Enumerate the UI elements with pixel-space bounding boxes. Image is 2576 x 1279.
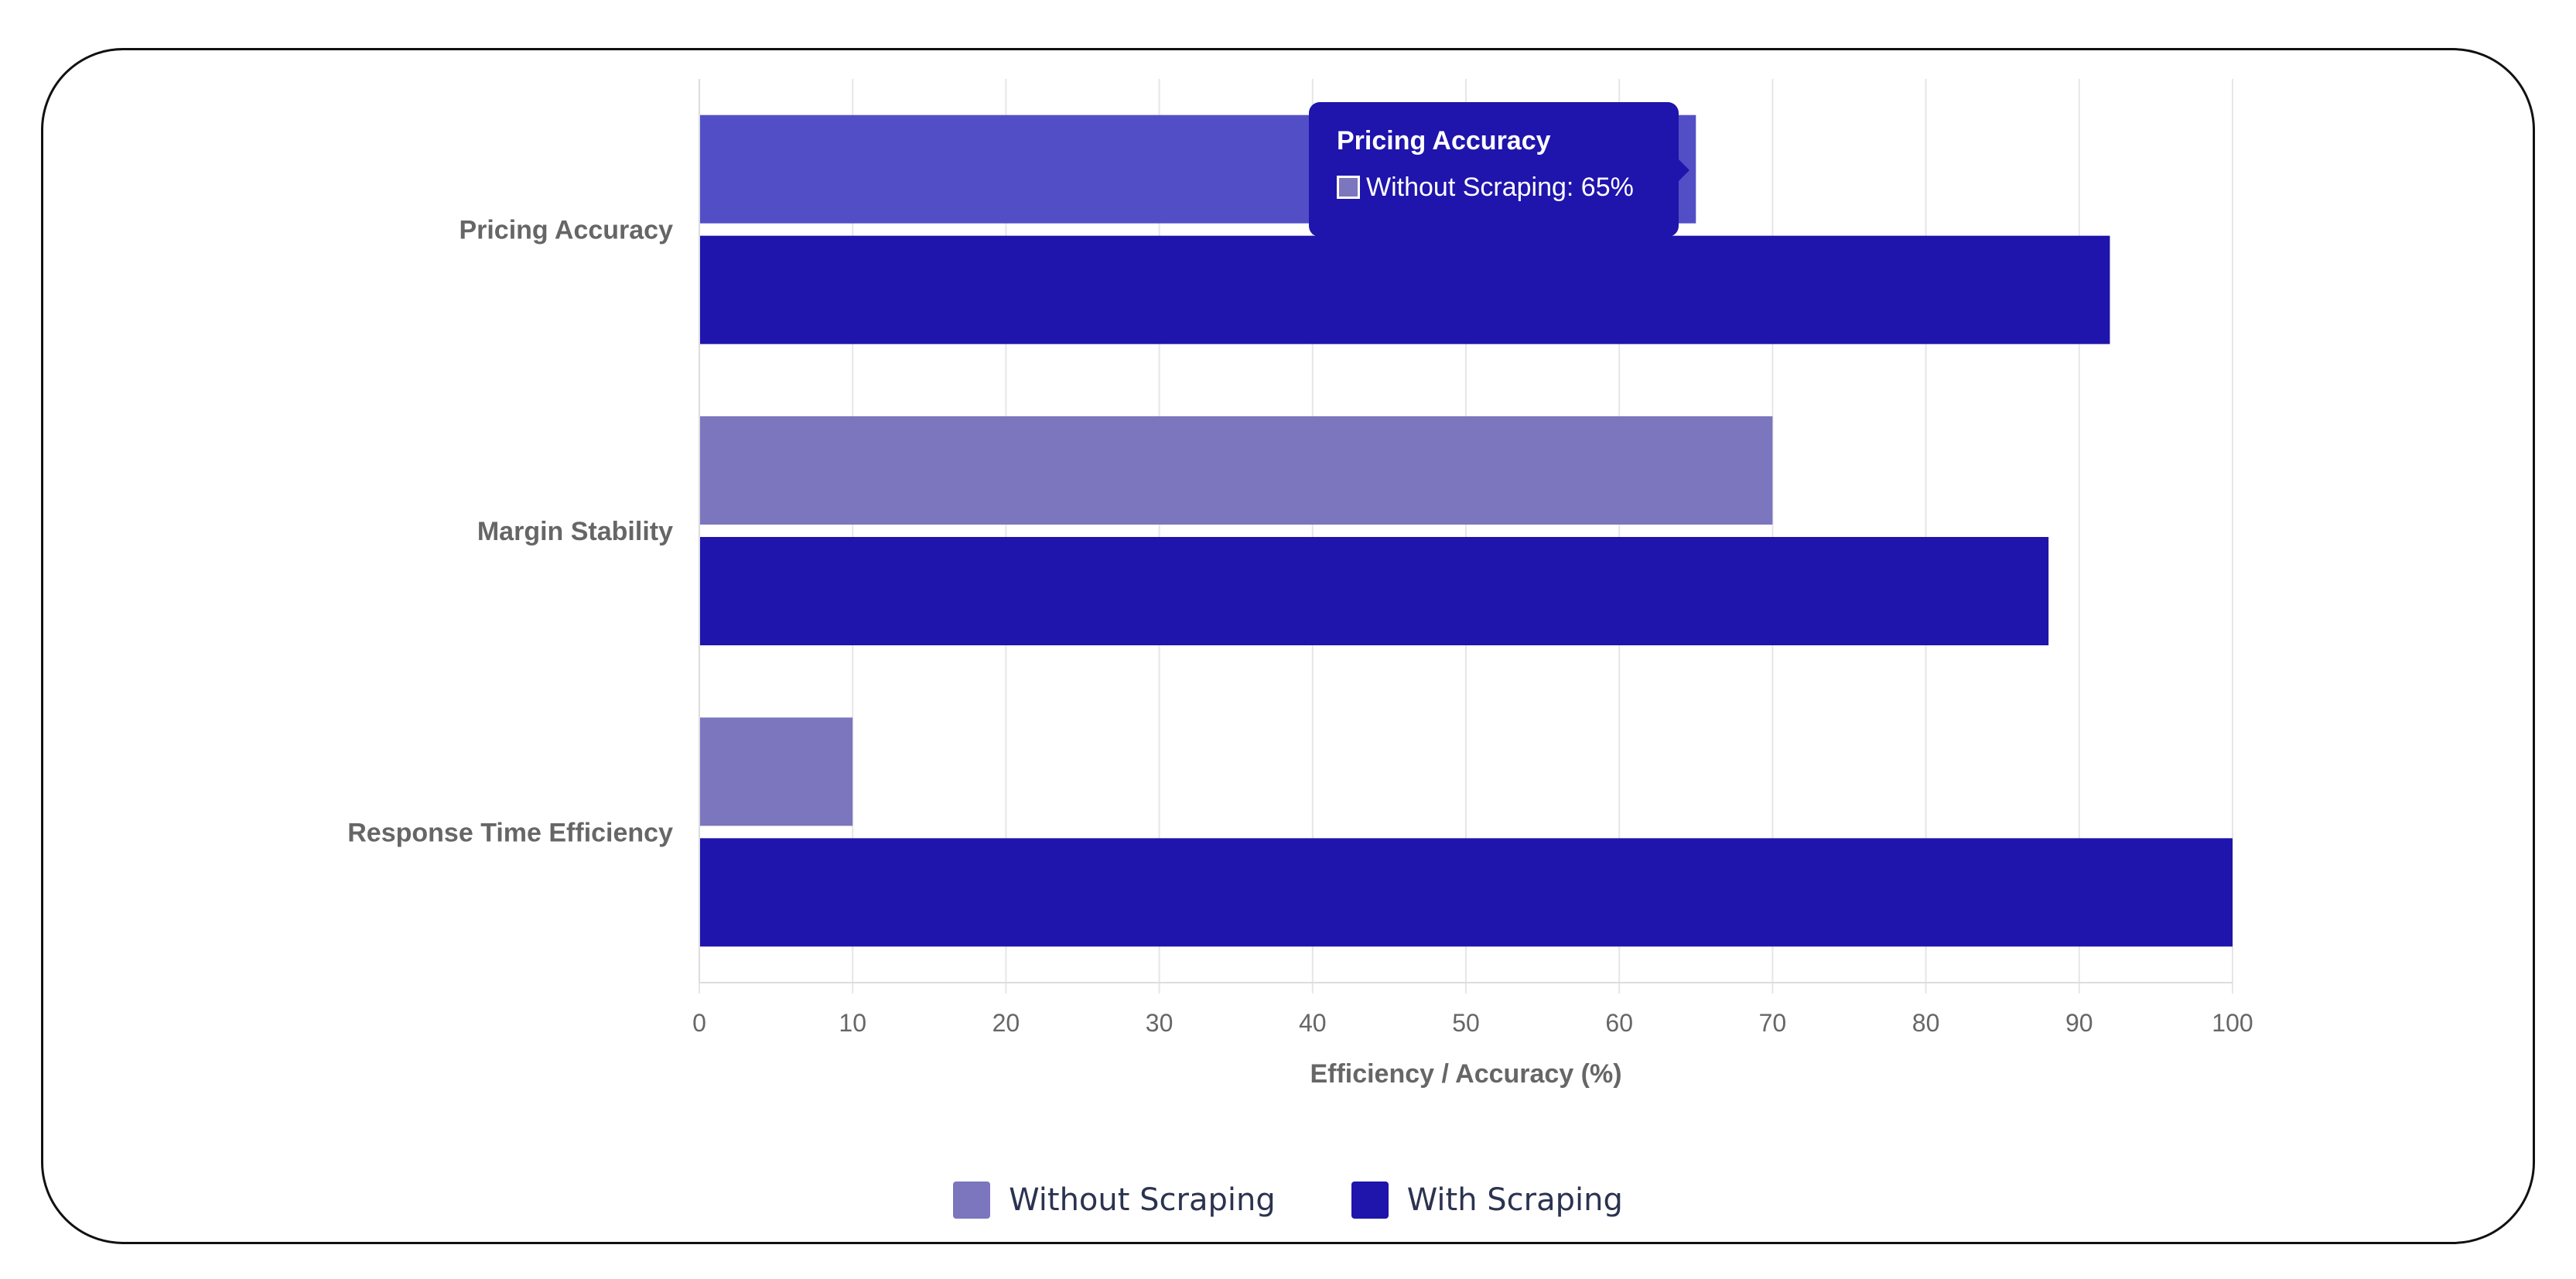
x-axis-title: Efficiency / Accuracy (%)	[1310, 1059, 1621, 1089]
x-tick-label-10: 10	[839, 1009, 866, 1037]
bar-response-time-efficiency-with-scraping[interactable]	[699, 838, 2233, 947]
bar-pricing-accuracy-with-scraping[interactable]	[699, 235, 2110, 344]
legend-item-with-scraping[interactable]: With Scraping	[1351, 1182, 1623, 1219]
legend: Without Scraping With Scraping	[0, 1178, 2576, 1222]
bar-response-time-efficiency-without-scraping[interactable]	[699, 717, 853, 826]
legend-swatch-with-scraping	[1351, 1182, 1389, 1219]
x-tick-label-100: 100	[2212, 1009, 2253, 1037]
x-tick-label-20: 20	[992, 1009, 1020, 1037]
tooltip-title: Pricing Accuracy	[1337, 126, 1551, 156]
x-tick-label-70: 70	[1759, 1009, 1787, 1037]
legend-label-without-scraping: Without Scraping	[1009, 1182, 1276, 1218]
tooltip-color-swatch	[1337, 176, 1360, 199]
legend-item-without-scraping[interactable]: Without Scraping	[953, 1182, 1276, 1219]
category-labels: Pricing Accuracy Margin Stability Response…	[347, 216, 673, 848]
x-tick-label-90: 90	[2065, 1009, 2093, 1037]
tooltip-row: Without Scraping: 65%	[1337, 172, 1679, 203]
legend-swatch-without-scraping	[953, 1182, 991, 1219]
bar-margin-stability-without-scraping[interactable]	[699, 416, 1773, 525]
x-tick-label-0: 0	[692, 1009, 706, 1037]
x-tick-label-40: 40	[1299, 1009, 1327, 1037]
x-tick-label-60: 60	[1605, 1009, 1633, 1037]
category-label-response-time-efficiency: Response Time Efficiency	[347, 818, 673, 847]
legend-label-with-scraping: With Scraping	[1406, 1182, 1623, 1218]
axes	[699, 79, 2233, 993]
tooltip-text: Without Scraping: 65%	[1366, 173, 1634, 202]
tooltip: Pricing Accuracy Without Scraping: 65%	[1309, 102, 1689, 237]
bar-margin-stability-with-scraping[interactable]	[699, 537, 2049, 645]
x-tick-label-30: 30	[1146, 1009, 1174, 1037]
category-label-pricing-accuracy: Pricing Accuracy	[459, 216, 673, 245]
x-tick-label-80: 80	[1912, 1009, 1940, 1037]
gridlines	[852, 79, 2233, 983]
x-tick-label-50: 50	[1452, 1009, 1480, 1037]
x-tick-labels: 0 10 20 30 40 50 60 70 80 90 100	[692, 1009, 2253, 1037]
category-label-margin-stability: Margin Stability	[477, 517, 673, 546]
